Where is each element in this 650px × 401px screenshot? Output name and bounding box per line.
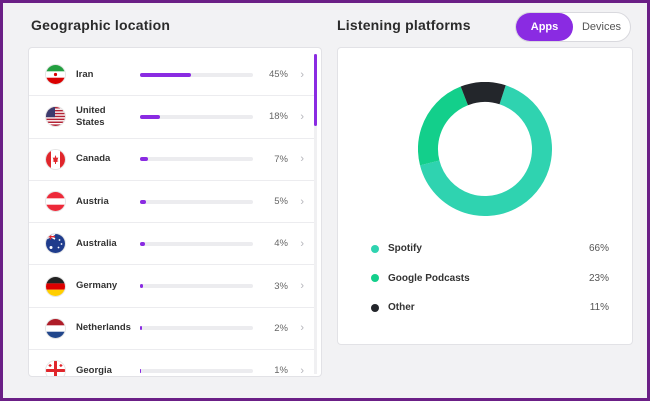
country-percent: 3% (274, 280, 288, 292)
progress-bar (140, 326, 253, 331)
google-podcasts-dot (371, 274, 379, 283)
country-row-canada[interactable]: Canada 7% › (29, 139, 314, 181)
country-percent: 7% (274, 153, 288, 165)
country-name: Georgia (76, 364, 112, 376)
platform-toggle: Apps Devices (515, 12, 631, 42)
legend-percent: 23% (588, 272, 609, 284)
iran-flag-icon (46, 65, 65, 85)
progress-bar (140, 114, 253, 119)
progress-bar (140, 284, 253, 289)
geographic-location-card: Iran 45% › United States 18% › Canada 7%… (28, 47, 322, 377)
legend-percent: 11% (589, 302, 609, 314)
usa-flag-icon (46, 107, 65, 127)
country-list: Iran 45% › United States 18% › Canada 7%… (29, 54, 314, 377)
legend-item-other: Other 11% (371, 293, 609, 323)
chevron-right-icon: › (300, 153, 304, 166)
progress-fill (140, 114, 161, 119)
chevron-right-icon: › (300, 68, 304, 81)
progress-bar (140, 72, 253, 77)
progress-bar (140, 157, 253, 162)
country-row-iran[interactable]: Iran 45% › (29, 54, 314, 97)
austria-flag-icon (46, 192, 65, 212)
country-percent: 18% (268, 111, 288, 123)
country-name: Germany (76, 280, 118, 292)
canada-flag-icon (46, 149, 65, 169)
chevron-right-icon: › (300, 237, 304, 250)
country-name: Netherlands (76, 322, 131, 334)
progress-fill (140, 326, 143, 331)
chevron-right-icon: › (300, 110, 304, 123)
devices-tab[interactable]: Devices (581, 21, 622, 33)
country-row-austria[interactable]: Austria 5% › (29, 181, 314, 224)
progress-fill (140, 241, 145, 246)
legend-label: Spotify (388, 243, 422, 255)
other-dot (371, 303, 379, 312)
country-name: Australia (76, 237, 117, 249)
country-percent: 1% (274, 365, 288, 377)
apps-tab[interactable]: Apps (516, 13, 573, 41)
progress-fill (140, 157, 148, 162)
progress-fill (140, 199, 146, 204)
chevron-right-icon: › (300, 195, 304, 208)
spotify-dot (371, 244, 379, 253)
netherlands-flag-icon (46, 318, 65, 338)
geographic-location-title: Geographic location (31, 17, 171, 33)
country-row-georgia[interactable]: Georgia 1% › (29, 350, 314, 377)
list-scrollbar[interactable] (314, 54, 317, 374)
georgia-flag-icon (46, 361, 65, 376)
country-row-australia[interactable]: Australia 4% › (29, 223, 314, 266)
chevron-right-icon: › (300, 280, 304, 293)
progress-fill (140, 72, 191, 77)
donut-slice-spotify (418, 82, 552, 216)
chevron-right-icon: › (300, 322, 304, 335)
legend-label: Other (388, 302, 415, 314)
country-percent: 5% (274, 196, 288, 208)
scrollbar-thumb[interactable] (314, 54, 317, 126)
country-percent: 2% (274, 322, 288, 334)
progress-bar (140, 368, 253, 373)
country-row-united-states[interactable]: United States 18% › (29, 96, 314, 139)
country-name: Austria (76, 195, 109, 207)
progress-fill (140, 284, 144, 289)
country-name: Iran (76, 68, 94, 80)
listening-platforms-title: Listening platforms (337, 17, 471, 33)
country-percent: 4% (274, 238, 288, 250)
country-name: Canada (76, 153, 111, 165)
listening-platforms-card: Spotify 66% Google Podcasts 23% Other 11… (337, 47, 633, 345)
progress-bar (140, 199, 253, 204)
legend-label: Google Podcasts (388, 272, 470, 284)
legend-item-spotify: Spotify 66% (371, 234, 609, 264)
country-row-germany[interactable]: Germany 3% › (29, 265, 314, 308)
country-row-netherlands[interactable]: Netherlands 2% › (29, 308, 314, 351)
progress-bar (140, 241, 253, 246)
progress-fill (140, 368, 142, 373)
australia-flag-icon (46, 234, 65, 254)
germany-flag-icon (46, 276, 65, 296)
country-percent: 45% (268, 69, 288, 81)
platform-legend: Spotify 66% Google Podcasts 23% Other 11… (371, 234, 609, 323)
platform-donut-chart (418, 82, 552, 216)
chevron-right-icon: › (300, 364, 304, 377)
country-name: United States (76, 104, 106, 128)
donut-slice-google-podcasts (418, 82, 552, 216)
legend-item-google-podcasts: Google Podcasts 23% (371, 264, 609, 294)
legend-percent: 66% (588, 243, 609, 255)
